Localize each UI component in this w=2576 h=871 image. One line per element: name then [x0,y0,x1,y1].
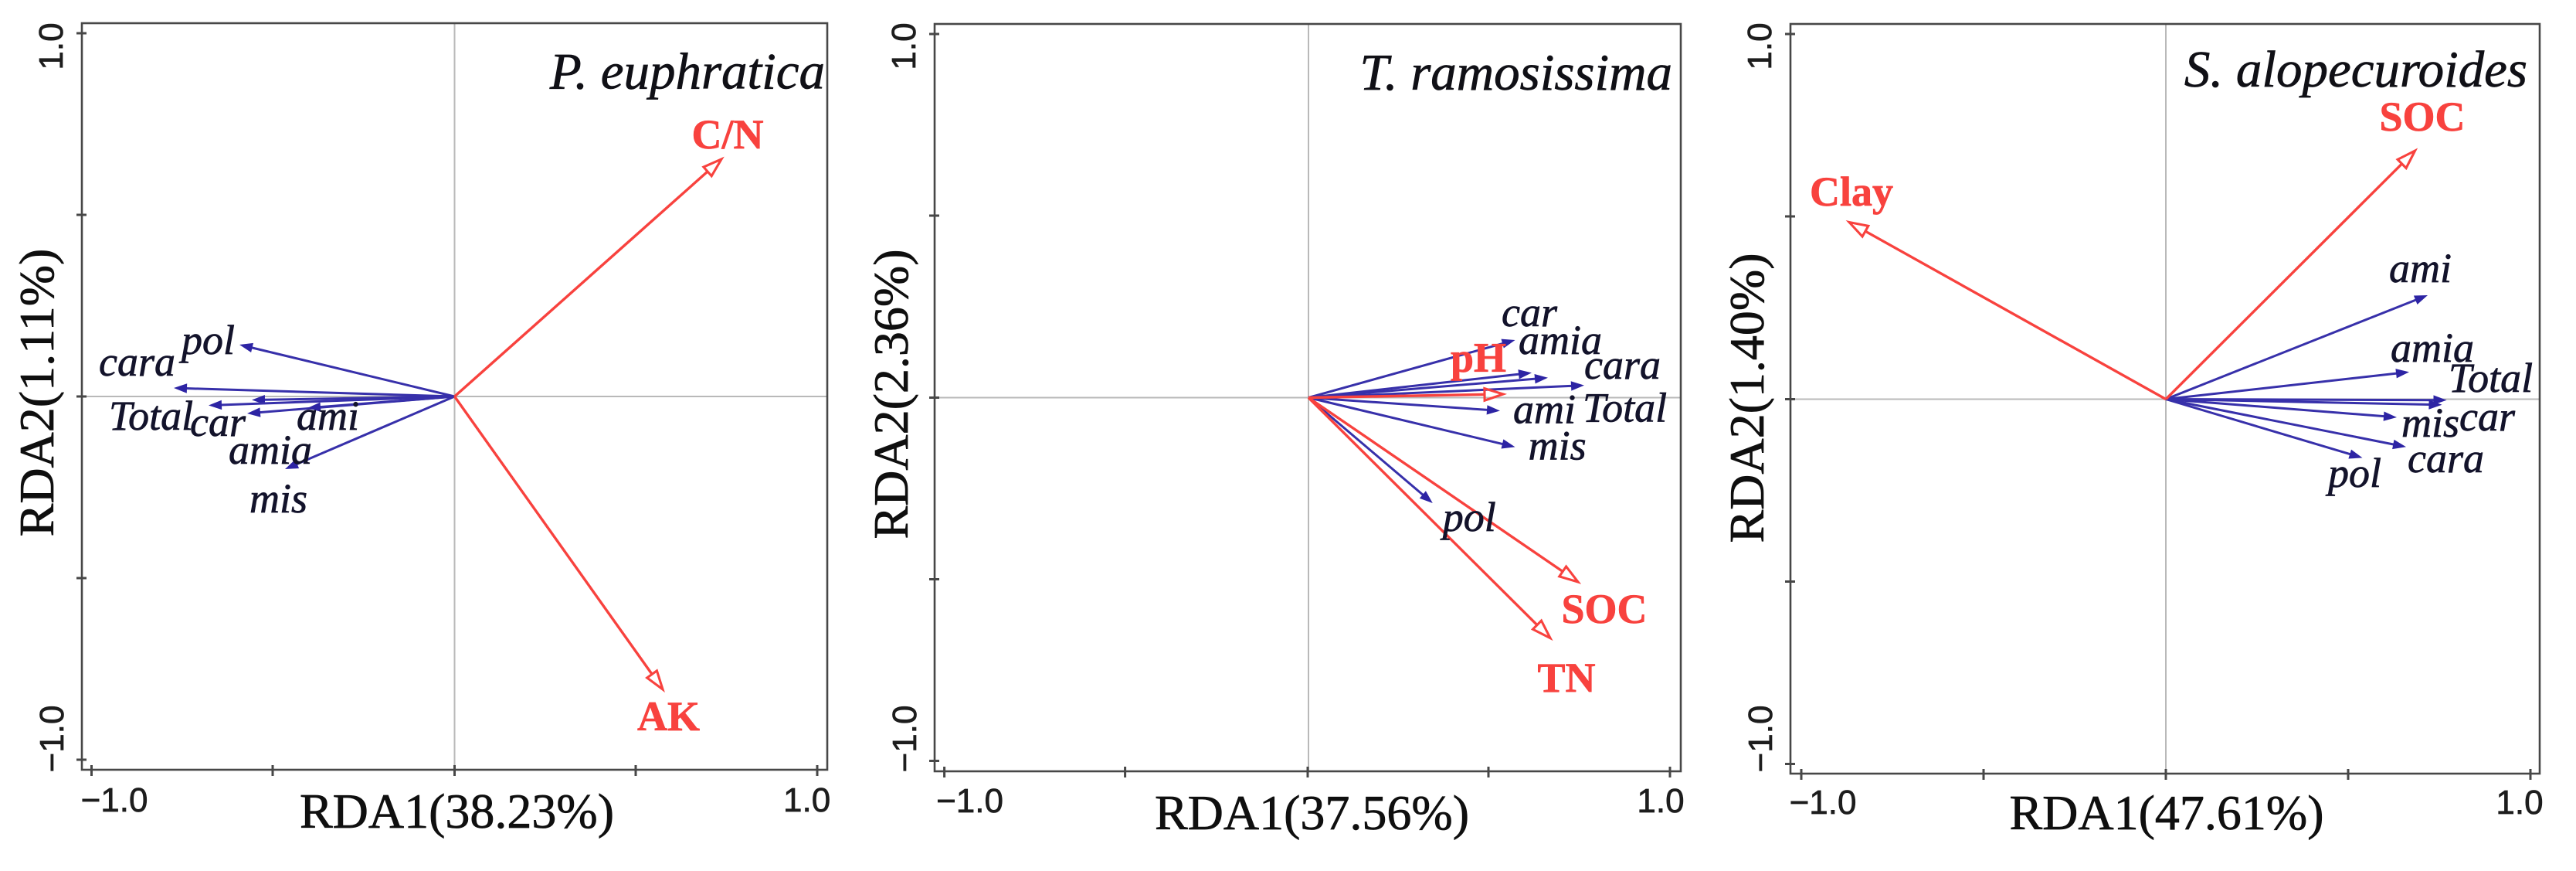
svg-text:cara: cara [2408,435,2484,481]
svg-text:amia: amia [2391,325,2474,371]
svg-text:cara: cara [99,339,175,385]
svg-text:pol: pol [1440,494,1496,540]
svg-text:SOC: SOC [2379,94,2465,140]
svg-text:mis: mis [249,475,307,522]
svg-text:SOC: SOC [1561,586,1647,632]
svg-text:1.0: 1.0 [783,781,830,819]
svg-text:P. euphratica: P. euphratica [549,43,825,100]
svg-text:C/N: C/N [692,111,764,158]
svg-text:AK: AK [637,693,700,740]
svg-text:RDA2(1.40%): RDA2(1.40%) [1719,253,1774,543]
svg-text:Total: Total [1583,385,1667,431]
svg-text:car: car [1502,289,1558,335]
svg-text:1.0: 1.0 [1741,22,1779,70]
svg-text:Total: Total [109,393,193,439]
svg-text:ami: ami [1513,386,1576,433]
svg-text:TN: TN [1537,655,1595,701]
svg-text:pH: pH [1451,335,1506,381]
svg-text:Clay: Clay [1810,168,1893,215]
svg-text:mis: mis [1529,423,1587,469]
svg-text:RDA2(2.36%): RDA2(2.36%) [864,249,918,539]
svg-text:mis: mis [2401,400,2459,446]
svg-text:RDA1(47.61%): RDA1(47.61%) [2009,785,2323,840]
svg-text:−1.0: −1.0 [1742,706,1780,773]
svg-text:ami: ami [297,393,359,439]
svg-text:1.0: 1.0 [1637,782,1684,820]
svg-text:1.0: 1.0 [885,22,923,70]
svg-text:RDA1(37.56%): RDA1(37.56%) [1155,785,1469,840]
svg-text:1.0: 1.0 [32,22,70,70]
svg-text:−1.0: −1.0 [1790,784,1857,822]
svg-text:RDA2(1.11%): RDA2(1.11%) [9,249,64,537]
svg-text:−1.0: −1.0 [886,706,924,773]
svg-text:amia: amia [229,427,312,473]
svg-text:−1.0: −1.0 [81,781,148,819]
svg-text:car: car [190,399,246,445]
svg-text:Total: Total [2449,355,2533,401]
svg-text:ami: ami [2389,245,2452,291]
svg-text:RDA1(38.23%): RDA1(38.23%) [300,784,614,839]
svg-text:S. alopecuroides: S. alopecuroides [2184,41,2527,98]
svg-text:car: car [2459,393,2516,440]
svg-text:1.0: 1.0 [2496,784,2543,822]
svg-text:amia: amia [1519,317,1602,363]
svg-text:pol: pol [2325,450,2381,496]
svg-text:−1.0: −1.0 [936,782,1003,820]
svg-text:cara: cara [1584,342,1661,388]
svg-text:pol: pol [178,317,235,363]
svg-text:T. ramosissima: T. ramosissima [1359,44,1672,101]
svg-text:−1.0: −1.0 [33,706,71,773]
